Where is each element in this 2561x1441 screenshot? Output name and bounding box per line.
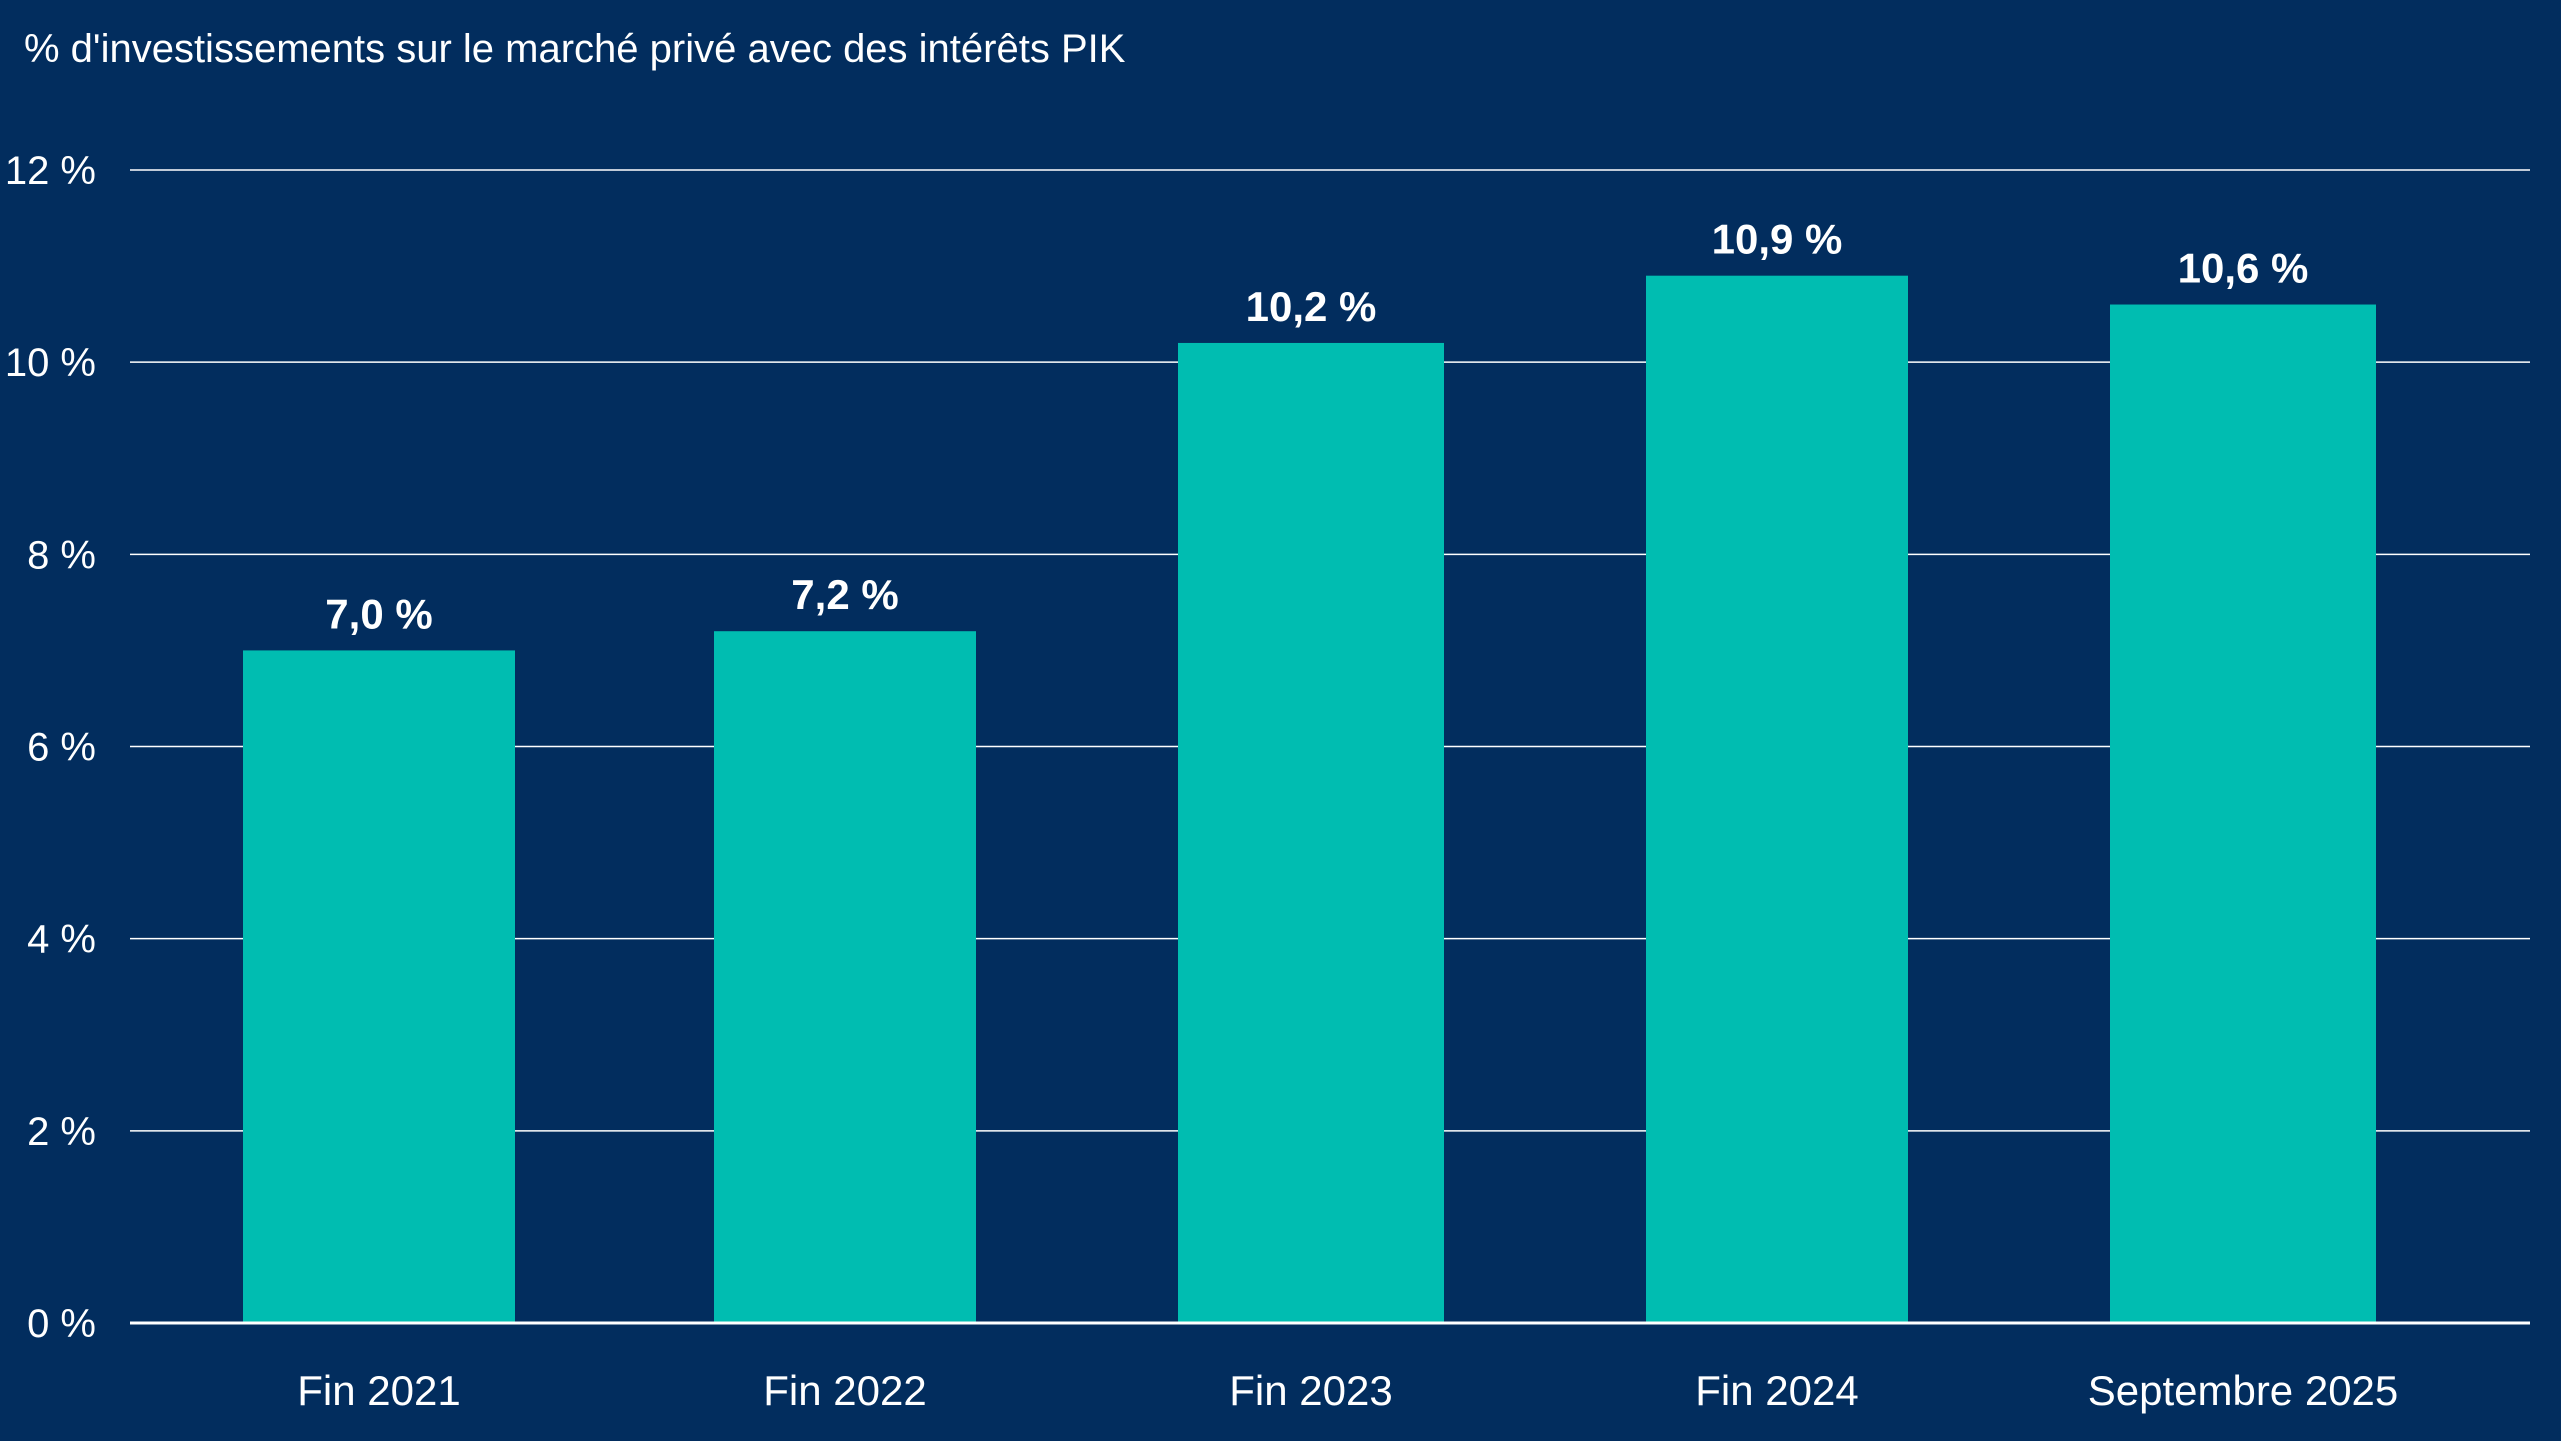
y-tick-label: 12 % (5, 149, 96, 193)
y-tick-label: 8 % (27, 533, 96, 577)
data-labels: 7,0 % 7,2 % 10,2 % 10,9 % 10,6 % (325, 216, 2308, 638)
y-tick-label: 10 % (5, 341, 96, 385)
chart-title: % d'investissements sur le marché privé … (24, 27, 1126, 71)
x-tick-label: Fin 2021 (297, 1367, 460, 1414)
y-tick-label: 2 % (27, 1110, 96, 1154)
bar (1646, 275, 1908, 1324)
bars (243, 275, 2376, 1324)
y-tick-label: 4 % (27, 918, 96, 962)
data-label: 7,2 % (791, 571, 898, 618)
x-tick-label: Fin 2024 (1695, 1367, 1858, 1414)
x-tick-label: Fin 2023 (1229, 1367, 1392, 1414)
bar (1178, 342, 1444, 1323)
bar (243, 650, 515, 1323)
data-label: 10,9 % (1712, 216, 1843, 263)
y-tick-label: 0 % (27, 1302, 96, 1346)
x-tick-label: Fin 2022 (763, 1367, 926, 1414)
x-tick-label: Septembre 2025 (2088, 1367, 2399, 1414)
x-axis-tick-labels: Fin 2021 Fin 2022 Fin 2023 Fin 2024 Septembr… (297, 1367, 2398, 1414)
y-axis-tick-labels: 0 % 2 % 4 % 6 % 8 % 10 % 12 % (5, 149, 96, 1346)
data-label: 10,2 % (1246, 283, 1377, 330)
y-tick-label: 6 % (27, 726, 96, 770)
bar (2110, 304, 2376, 1323)
data-label: 7,0 % (325, 590, 432, 637)
bar (714, 631, 976, 1323)
data-label: 10,6 % (2178, 245, 2309, 292)
